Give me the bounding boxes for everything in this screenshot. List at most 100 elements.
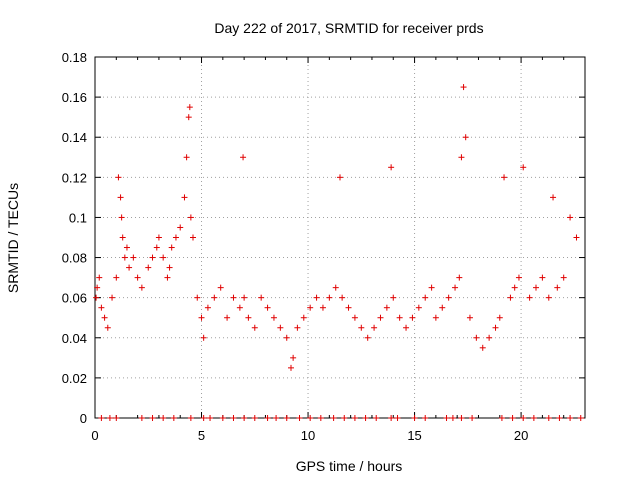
zero-marker (187, 415, 194, 421)
y-tick-label: 0.04 (62, 331, 87, 346)
data-point (364, 334, 371, 341)
x-tick-label: 15 (407, 428, 421, 443)
data-point (319, 304, 326, 311)
zero-markers (98, 415, 584, 421)
data-point (177, 224, 184, 231)
y-axis-ticks: 0 0.02 0.04 0.06 0.08 0.1 0.12 0.14 0.16 0.18 (62, 50, 585, 426)
data-point (149, 254, 156, 261)
data-point (473, 334, 480, 341)
data-point (345, 304, 352, 311)
data-point (187, 214, 194, 221)
x-tick-label: 10 (301, 428, 315, 443)
data-point (155, 234, 162, 241)
data-point (94, 284, 101, 291)
zero-marker (307, 415, 314, 421)
data-point (339, 294, 346, 301)
data-point (117, 194, 124, 201)
zero-marker (264, 415, 271, 421)
x-tick-label: 0 (91, 428, 98, 443)
data-point (554, 284, 561, 291)
data-point (211, 294, 218, 301)
data-point (307, 304, 314, 311)
zero-marker (509, 415, 516, 421)
data-point (326, 294, 333, 301)
zero-marker (219, 415, 226, 421)
data-point (230, 294, 237, 301)
zero-marker (567, 415, 574, 421)
data-point (526, 294, 533, 301)
data-point (337, 174, 343, 181)
zero-marker (498, 415, 505, 421)
data-point (185, 114, 192, 121)
data-point (145, 264, 152, 271)
data-point (439, 304, 446, 311)
data-point (164, 274, 171, 281)
y-tick-label: 0.16 (62, 90, 87, 105)
data-point (93, 294, 100, 301)
y-tick-label: 0.1 (69, 210, 87, 225)
data-point (104, 324, 111, 331)
data-point (409, 314, 416, 321)
zero-marker (98, 415, 105, 421)
data-point (204, 304, 211, 311)
data-point (371, 324, 378, 331)
data-point (186, 104, 193, 111)
zero-marker (160, 415, 167, 421)
zero-marker (330, 415, 337, 421)
data-point (452, 284, 459, 291)
data-point (101, 314, 108, 321)
data-point (560, 274, 567, 281)
chart-title: Day 222 of 2017, SRMTID for receiver prd… (214, 20, 483, 36)
data-point (134, 274, 141, 281)
zero-marker (394, 415, 401, 421)
data-point (290, 354, 297, 361)
data-point (200, 334, 207, 341)
data-point (251, 324, 258, 331)
data-point (460, 84, 467, 91)
x-axis-label: GPS time / hours (296, 458, 403, 474)
y-tick-label: 0.02 (62, 371, 87, 386)
zero-marker (545, 415, 552, 421)
data-point (288, 364, 294, 371)
y-tick-label: 0.18 (62, 50, 87, 65)
data-point (545, 294, 552, 301)
data-point (539, 274, 546, 281)
data-point (466, 314, 473, 321)
data-point (486, 334, 493, 341)
zero-marker (170, 415, 177, 421)
zero-marker (556, 415, 563, 421)
zero-marker (530, 415, 537, 421)
plot-area (94, 56, 586, 419)
data-point (428, 284, 435, 291)
data-point (567, 214, 574, 221)
zero-marker (106, 415, 113, 421)
data-point (113, 274, 120, 281)
data-point (190, 234, 196, 241)
data-point (332, 284, 339, 291)
zero-marker (207, 415, 214, 421)
data-point (533, 284, 539, 291)
data-point (283, 334, 290, 341)
data-point (241, 294, 248, 301)
data-point (96, 274, 103, 281)
data-point (258, 294, 265, 301)
data-point (351, 314, 358, 321)
zero-marker (443, 415, 450, 421)
data-point (300, 314, 307, 321)
data-point (388, 164, 395, 171)
data-point (507, 294, 514, 301)
data-point (123, 244, 130, 251)
data-point (153, 244, 160, 251)
zero-marker (273, 415, 280, 421)
zero-marker (362, 415, 369, 421)
zero-marker (577, 415, 584, 421)
data-point (118, 214, 125, 221)
zero-marker (351, 415, 358, 421)
zero-marker (251, 415, 258, 421)
data-point (377, 314, 384, 321)
data-point (511, 284, 518, 291)
data-point (115, 174, 122, 181)
zero-marker (373, 415, 380, 421)
data-point (138, 284, 145, 291)
y-tick-label: 0.12 (62, 170, 87, 185)
